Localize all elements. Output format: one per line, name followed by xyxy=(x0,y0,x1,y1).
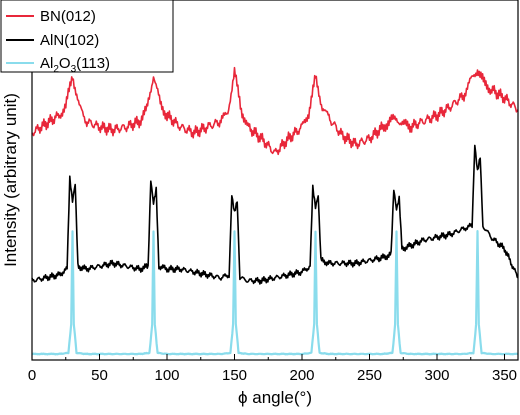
x-tick-label: 50 xyxy=(91,367,108,384)
y-axis-title: Intensity (arbitrary unit) xyxy=(1,93,20,267)
legend-box xyxy=(0,0,174,73)
x-tick-label: 200 xyxy=(289,367,314,384)
x-tick-label: 350 xyxy=(492,367,517,384)
x-tick-label: 300 xyxy=(424,367,449,384)
legend: BN(012) AlN(102) Al2O3(113) xyxy=(0,0,174,75)
plot-frame xyxy=(31,0,519,361)
x-tick-label: 100 xyxy=(154,367,179,384)
legend-label-aln: AlN(102) xyxy=(40,32,99,49)
x-tick-label: 250 xyxy=(357,367,382,384)
legend-label-bn: BN(012) xyxy=(40,8,96,25)
x-axis-title: ϕ angle(°) xyxy=(238,388,312,407)
x-tick-label: 0 xyxy=(28,367,36,384)
series-layer xyxy=(31,66,519,356)
series-bn-012-line xyxy=(31,66,519,156)
series-al2o3-113-line xyxy=(31,230,519,356)
series-aln-102-line xyxy=(31,144,519,285)
x-tick-label: 150 xyxy=(222,367,247,384)
x-axis-ticks: 0 50 100 150 200 250 300 350 xyxy=(28,354,517,384)
